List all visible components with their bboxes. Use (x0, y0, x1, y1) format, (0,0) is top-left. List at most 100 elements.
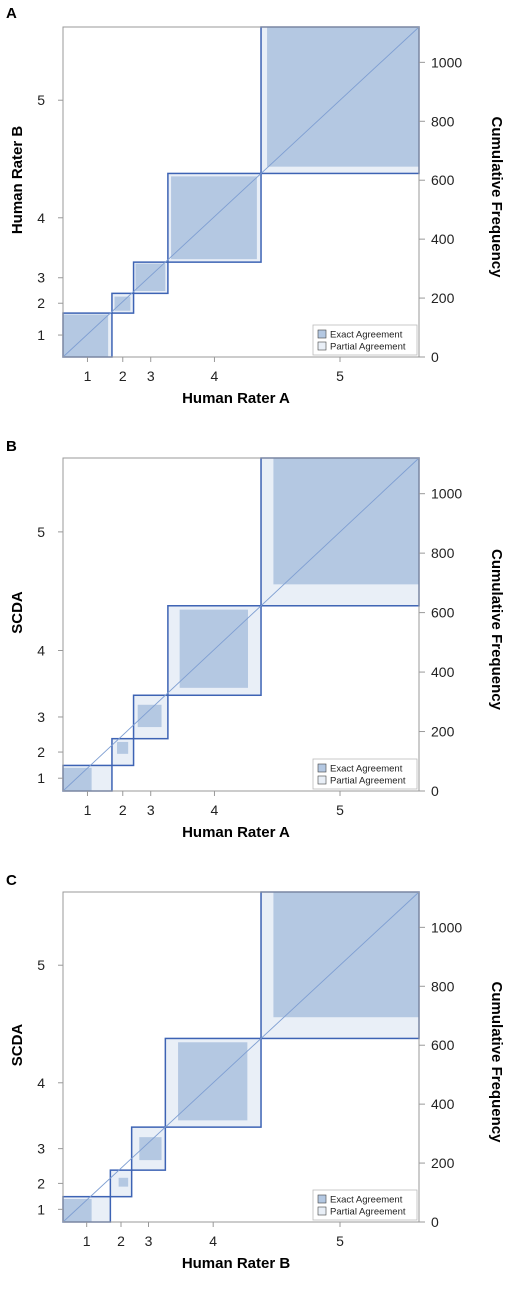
y2-tick-label: 0 (431, 1214, 439, 1230)
y-tick-label: 3 (37, 270, 45, 286)
x-tick-label: 5 (336, 802, 344, 818)
y-tick-label: 1 (37, 1201, 45, 1217)
y-tick-label: 1 (37, 327, 45, 343)
y-axis-title: SCDA (9, 591, 26, 634)
y2-tick-label: 1000 (431, 486, 462, 502)
x-tick-label: 4 (211, 802, 219, 818)
y-tick-label: 2 (37, 1175, 45, 1191)
diagonal-line (62, 457, 420, 792)
plot-frame (62, 891, 420, 1223)
y-tick-label: 3 (37, 1141, 45, 1157)
y-tick-label: 5 (37, 524, 45, 540)
x-tick-label: 5 (336, 368, 344, 384)
x-axis-title: Human Rater A (182, 390, 290, 407)
y2-tick-label: 0 (431, 783, 439, 799)
y-tick-label: 3 (37, 709, 45, 725)
plot-frame (62, 457, 420, 792)
exact-agreement-rect-1 (63, 1199, 92, 1222)
y-tick-label: 4 (37, 210, 45, 226)
x-tick-label: 4 (209, 1233, 217, 1249)
x-tick-label: 3 (147, 802, 155, 818)
x-tick-label: 3 (147, 368, 155, 384)
x-axis-title: Human Rater A (182, 824, 290, 841)
y2-tick-label: 400 (431, 1096, 455, 1112)
y2-tick-label: 200 (431, 724, 455, 740)
y-tick-label: 2 (37, 295, 45, 311)
x-tick-label: 5 (336, 1233, 344, 1249)
y-tick-label: 4 (37, 1075, 45, 1091)
category-box-4 (167, 172, 262, 263)
y2-axis-title: Cumulative Frequency (488, 549, 505, 711)
x-axis-title: Human Rater B (182, 1255, 291, 1272)
x-tick-label: 3 (145, 1233, 153, 1249)
y-axis-title: Human Rater B (9, 126, 26, 235)
exact-agreement-rect-4 (179, 609, 248, 688)
y2-tick-label: 0 (431, 349, 439, 365)
category-box-3 (132, 261, 169, 295)
category-box-4 (167, 605, 262, 697)
panel-letter: A (6, 5, 17, 22)
category-box-2 (109, 1169, 133, 1198)
category-box-3 (130, 1126, 167, 1171)
x-tick-label: 1 (84, 368, 92, 384)
y-tick-label: 5 (37, 957, 45, 973)
exact-agreement-rect-3 (135, 263, 166, 291)
y-tick-label: 2 (37, 744, 45, 760)
legend-box (312, 324, 418, 356)
category-box-2 (111, 737, 135, 767)
legend-swatch-partial (317, 341, 327, 351)
exact-agreement-rect-3 (139, 1137, 162, 1161)
legend-label-exact: Exact Agreement (330, 764, 403, 775)
legend-label-partial: Partial Agreement (330, 776, 406, 787)
plot-frame (62, 26, 420, 358)
diagonal-line (62, 891, 420, 1223)
y-tick-label: 4 (37, 643, 45, 659)
exact-agreement-rect-2 (114, 296, 131, 311)
legend-box (312, 1189, 418, 1221)
x-tick-label: 2 (119, 802, 127, 818)
y2-tick-label: 800 (431, 978, 455, 994)
y2-tick-label: 600 (431, 605, 455, 621)
chart-panel-c: C 1 2 3 4 5 1 2 3 4 5 0 200 400 600 800 1000 Human Rater … (6, 872, 505, 1272)
chart-panel-a: A 1 2 3 4 5 1 2 3 4 5 0 200 400 600 800 1000 Human Rater … (6, 5, 505, 407)
legend-box (312, 758, 418, 790)
category-box-2 (111, 292, 135, 314)
x-tick-label: 2 (117, 1233, 125, 1249)
exact-agreement-rect-4 (178, 1042, 248, 1121)
x-tick-label: 2 (119, 368, 127, 384)
exact-agreement-rect-5 (273, 892, 419, 1018)
legend-swatch-exact (317, 1194, 327, 1204)
y2-tick-label: 600 (431, 1037, 455, 1053)
panel-letter: B (6, 438, 17, 455)
y2-axis-title: Cumulative Frequency (488, 117, 505, 279)
exact-agreement-rect-1 (63, 767, 92, 791)
x-tick-label: 4 (211, 368, 219, 384)
exact-agreement-rect-2 (117, 741, 129, 754)
exact-agreement-rect-5 (273, 458, 419, 585)
legend-swatch-partial (317, 775, 327, 785)
y2-tick-label: 400 (431, 231, 455, 247)
category-box-3 (132, 694, 169, 740)
y-tick-label: 5 (37, 92, 45, 108)
legend-label-partial: Partial Agreement (330, 342, 406, 353)
category-box-4 (164, 1037, 262, 1128)
exact-agreement-rect-3 (137, 704, 162, 728)
y2-tick-label: 600 (431, 172, 455, 188)
legend-label-partial: Partial Agreement (330, 1207, 406, 1218)
y2-tick-label: 1000 (431, 919, 462, 935)
legend-swatch-partial (317, 1206, 327, 1216)
legend-label-exact: Exact Agreement (330, 1195, 403, 1206)
y2-tick-label: 800 (431, 113, 455, 129)
y2-tick-label: 200 (431, 290, 455, 306)
y2-tick-label: 800 (431, 545, 455, 561)
x-tick-label: 1 (84, 802, 92, 818)
y-axis-title: SCDA (9, 1024, 26, 1067)
legend-swatch-exact (317, 329, 327, 339)
legend-swatch-exact (317, 763, 327, 773)
diagonal-line (62, 26, 420, 358)
exact-agreement-rect-2 (118, 1177, 129, 1187)
